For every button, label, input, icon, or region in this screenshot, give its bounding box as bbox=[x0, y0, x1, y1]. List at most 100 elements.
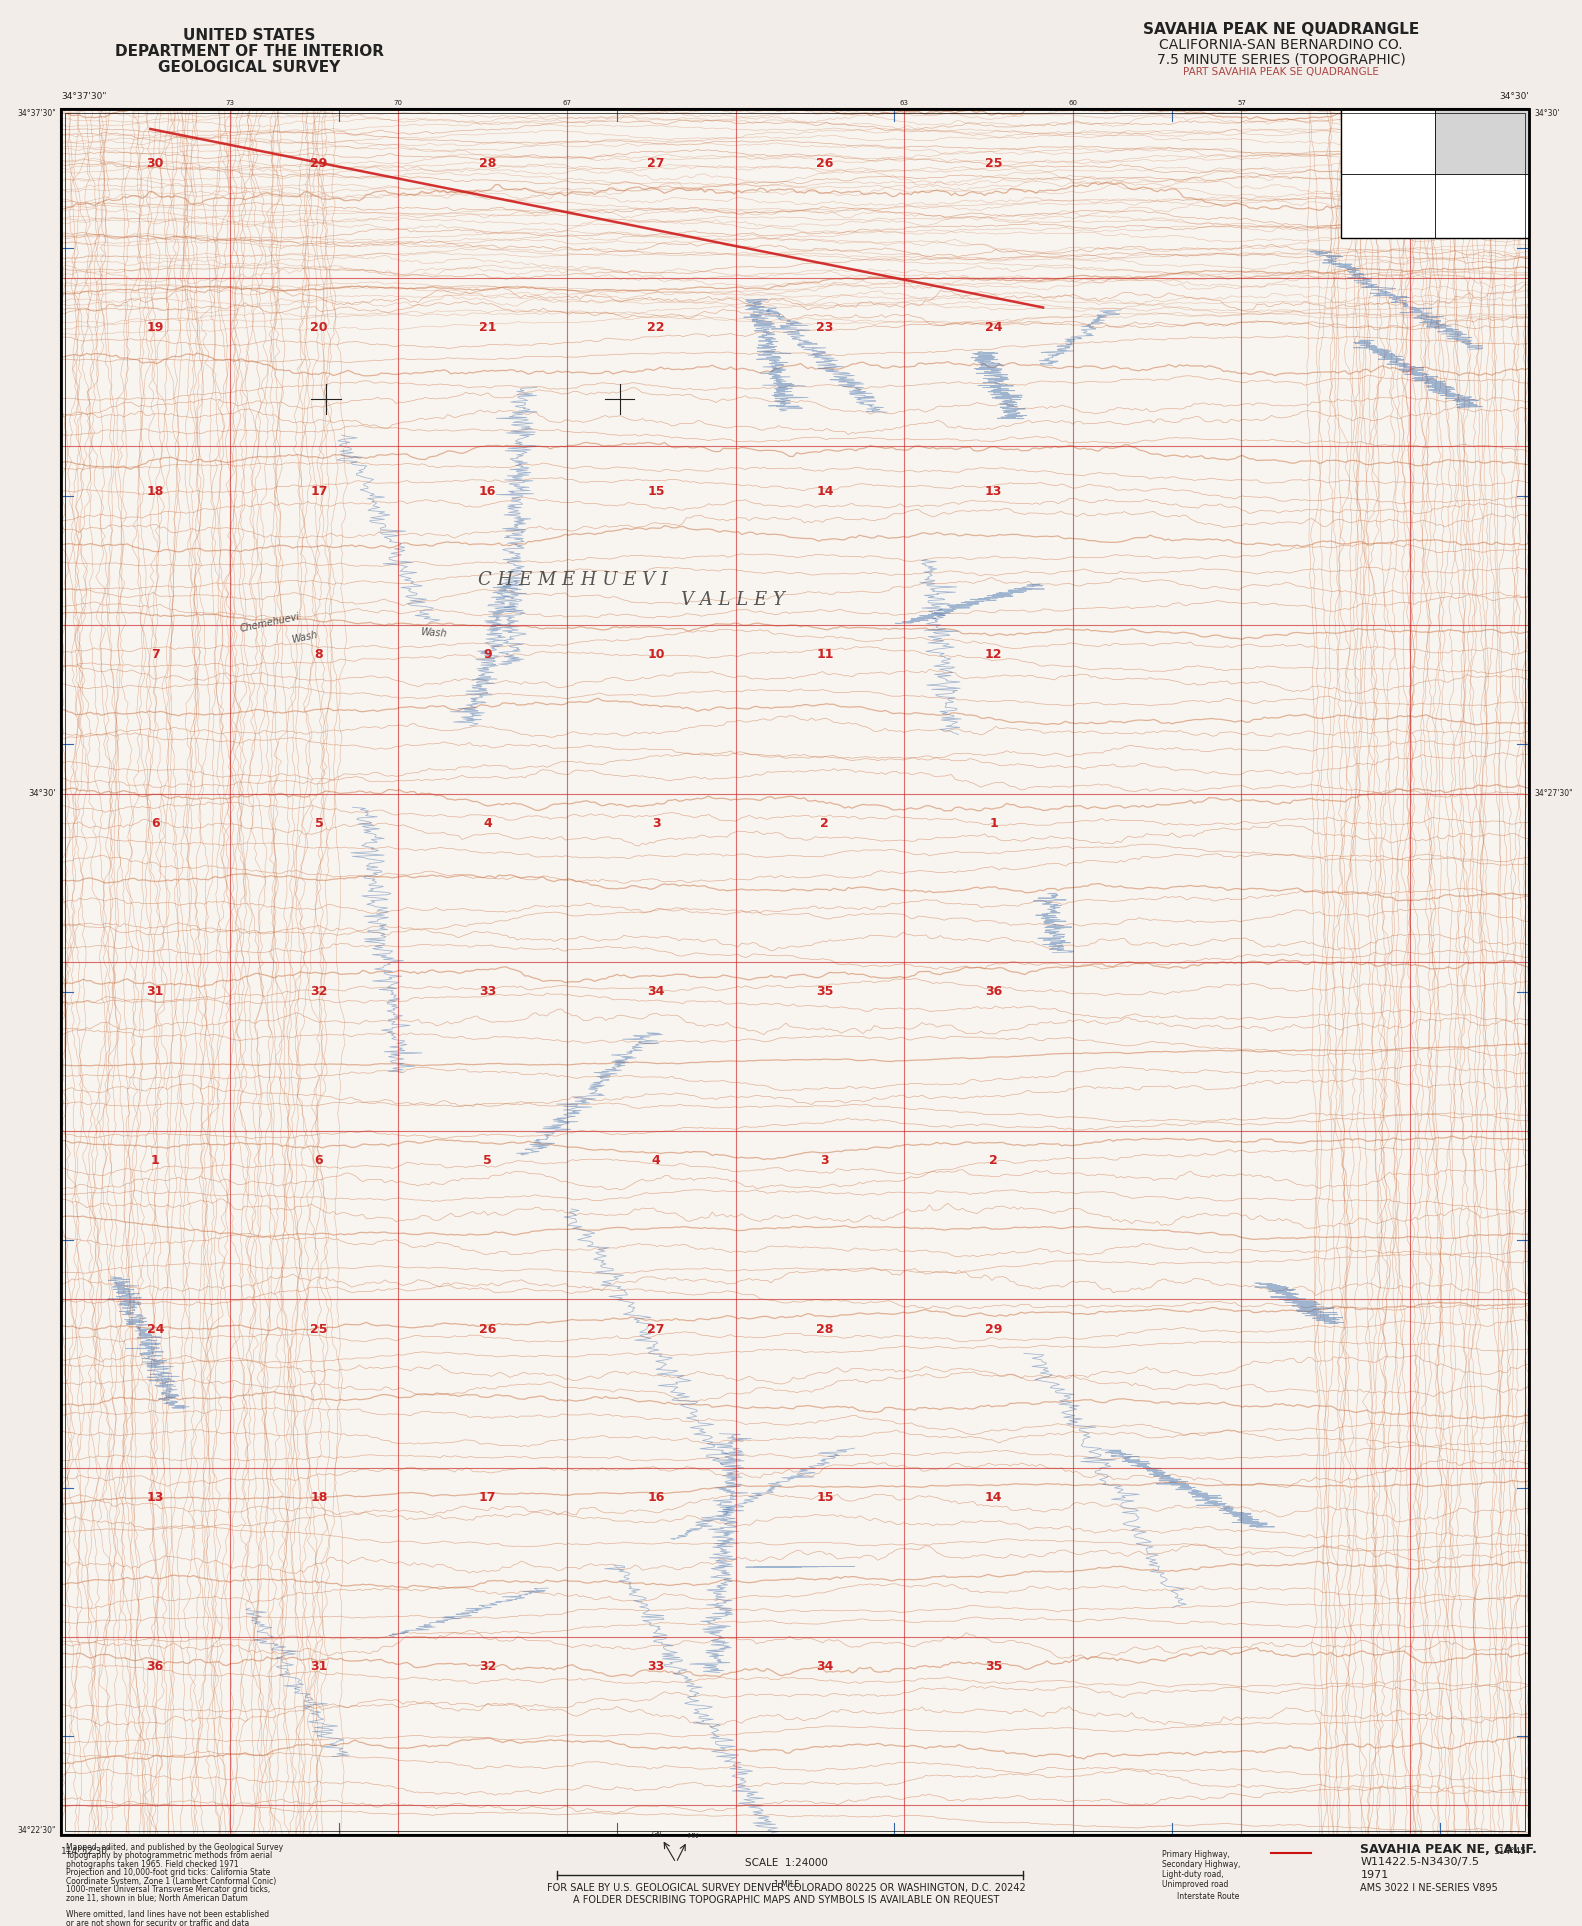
Text: 7.5 MINUTE SERIES (TOPOGRAPHIC): 7.5 MINUTE SERIES (TOPOGRAPHIC) bbox=[1156, 52, 1405, 67]
Text: AMS 3022 I NE-SERIES V895: AMS 3022 I NE-SERIES V895 bbox=[1361, 1884, 1498, 1893]
Text: 25: 25 bbox=[984, 158, 1003, 169]
Text: 35: 35 bbox=[816, 986, 834, 998]
Text: PART SAVAHIA PEAK SE QUADRANGLE: PART SAVAHIA PEAK SE QUADRANGLE bbox=[1183, 67, 1380, 77]
Text: 5: 5 bbox=[483, 1154, 492, 1167]
Text: 34°37'30": 34°37'30" bbox=[17, 110, 55, 117]
Text: 70: 70 bbox=[394, 100, 403, 106]
Text: 25: 25 bbox=[310, 1323, 327, 1337]
Text: 33: 33 bbox=[647, 1660, 664, 1674]
Text: 28: 28 bbox=[816, 1323, 834, 1337]
Text: Topography by photogrammetric methods from aerial: Topography by photogrammetric methods fr… bbox=[66, 1851, 272, 1861]
Text: 1: 1 bbox=[989, 817, 998, 830]
Text: 2: 2 bbox=[821, 817, 829, 830]
Text: 114°52'30": 114°52'30" bbox=[62, 1847, 112, 1857]
Text: UNITED STATES: UNITED STATES bbox=[184, 27, 316, 42]
Text: 24: 24 bbox=[147, 1323, 165, 1337]
Text: Unimproved road: Unimproved road bbox=[1163, 1880, 1229, 1889]
Text: 9: 9 bbox=[483, 649, 492, 661]
Text: C H E M E H U E V I: C H E M E H U E V I bbox=[478, 572, 668, 589]
Text: 11: 11 bbox=[816, 649, 834, 661]
Text: 67: 67 bbox=[563, 100, 571, 106]
Text: 57: 57 bbox=[1237, 100, 1247, 106]
Bar bbox=[1435, 110, 1530, 173]
Text: 14: 14 bbox=[816, 485, 834, 497]
Text: 31: 31 bbox=[147, 986, 165, 998]
Text: Primary Highway,: Primary Highway, bbox=[1163, 1851, 1229, 1859]
Text: 20: 20 bbox=[310, 322, 327, 333]
Text: W11422.5-N3430/7.5: W11422.5-N3430/7.5 bbox=[1361, 1857, 1479, 1866]
Text: 21: 21 bbox=[479, 322, 497, 333]
Text: photographs taken 1965. Field checked 1971: photographs taken 1965. Field checked 19… bbox=[66, 1861, 239, 1868]
Text: 4: 4 bbox=[652, 1154, 661, 1167]
Text: 24: 24 bbox=[984, 322, 1003, 333]
Text: or are not shown for security or traffic and data: or are not shown for security or traffic… bbox=[66, 1918, 250, 1926]
Text: 36: 36 bbox=[147, 1660, 165, 1674]
Text: 10: 10 bbox=[647, 649, 664, 661]
Text: 17: 17 bbox=[310, 485, 327, 497]
Text: 31: 31 bbox=[310, 1660, 327, 1674]
Text: SAVAHIA PEAK NE, CALIF.: SAVAHIA PEAK NE, CALIF. bbox=[1361, 1843, 1538, 1857]
Text: 34°30': 34°30' bbox=[1500, 92, 1530, 102]
Text: MN: MN bbox=[687, 1834, 699, 1839]
Text: 73: 73 bbox=[225, 100, 234, 106]
Text: 15: 15 bbox=[647, 485, 664, 497]
Text: Where omitted, land lines have not been established: Where omitted, land lines have not been … bbox=[66, 1911, 269, 1920]
Text: Mapped, edited, and published by the Geological Survey: Mapped, edited, and published by the Geo… bbox=[66, 1843, 283, 1853]
Text: 26: 26 bbox=[816, 158, 834, 169]
Text: DEPARTMENT OF THE INTERIOR: DEPARTMENT OF THE INTERIOR bbox=[115, 44, 384, 58]
Text: 7: 7 bbox=[150, 649, 160, 661]
Text: 36: 36 bbox=[986, 986, 1001, 998]
Text: 34°27'30": 34°27'30" bbox=[1535, 790, 1573, 797]
Text: 22: 22 bbox=[647, 322, 664, 333]
Text: 3: 3 bbox=[821, 1154, 829, 1167]
Text: 1: 1 bbox=[150, 1154, 160, 1167]
Text: SCALE  1:24000: SCALE 1:24000 bbox=[745, 1859, 827, 1868]
Text: 35: 35 bbox=[984, 1660, 1001, 1674]
Text: Wash: Wash bbox=[290, 630, 318, 645]
Text: 34°22'30": 34°22'30" bbox=[17, 1826, 55, 1835]
Text: 26: 26 bbox=[479, 1323, 497, 1337]
Text: 27: 27 bbox=[647, 1323, 664, 1337]
Text: Interstate Route: Interstate Route bbox=[1177, 1891, 1239, 1901]
Text: 13: 13 bbox=[984, 485, 1001, 497]
Text: 8: 8 bbox=[315, 649, 323, 661]
Text: 6: 6 bbox=[150, 817, 160, 830]
Text: Coordinate System, Zone 1 (Lambert Conformal Conic): Coordinate System, Zone 1 (Lambert Confo… bbox=[66, 1876, 277, 1886]
Text: 34°37'30": 34°37'30" bbox=[62, 92, 106, 102]
Text: 32: 32 bbox=[310, 986, 327, 998]
Text: Secondary Highway,: Secondary Highway, bbox=[1163, 1861, 1240, 1868]
Text: 15: 15 bbox=[816, 1491, 834, 1504]
Text: 16: 16 bbox=[647, 1491, 664, 1504]
Text: Chemehuevi: Chemehuevi bbox=[239, 612, 301, 634]
Text: 33: 33 bbox=[479, 986, 497, 998]
Text: 13: 13 bbox=[147, 1491, 165, 1504]
Text: FOR SALE BY U.S. GEOLOGICAL SURVEY DENVER COLORADO 80225 OR WASHINGTON, D.C. 202: FOR SALE BY U.S. GEOLOGICAL SURVEY DENVE… bbox=[547, 1884, 1025, 1893]
Bar bbox=[1340, 110, 1530, 239]
Text: 17: 17 bbox=[479, 1491, 497, 1504]
Text: A FOLDER DESCRIBING TOPOGRAPHIC MAPS AND SYMBOLS IS AVAILABLE ON REQUEST: A FOLDER DESCRIBING TOPOGRAPHIC MAPS AND… bbox=[573, 1895, 1000, 1905]
Text: 16: 16 bbox=[479, 485, 497, 497]
Text: CALIFORNIA-SAN BERNARDINO CO.: CALIFORNIA-SAN BERNARDINO CO. bbox=[1160, 39, 1403, 52]
Text: 34°30': 34°30' bbox=[1535, 110, 1560, 117]
Text: 114°45': 114°45' bbox=[1493, 1847, 1530, 1857]
Text: 18: 18 bbox=[147, 485, 165, 497]
Text: zone 11, shown in blue; North American Datum: zone 11, shown in blue; North American D… bbox=[66, 1893, 248, 1903]
Text: 4: 4 bbox=[483, 817, 492, 830]
Text: 63: 63 bbox=[900, 100, 908, 106]
Text: 27: 27 bbox=[647, 158, 664, 169]
Text: V A L L E Y: V A L L E Y bbox=[680, 591, 785, 609]
Text: 34°30': 34°30' bbox=[28, 790, 55, 797]
Text: 5: 5 bbox=[315, 817, 323, 830]
Text: 30: 30 bbox=[147, 158, 165, 169]
Text: 28: 28 bbox=[479, 158, 497, 169]
Text: GN: GN bbox=[652, 1832, 663, 1837]
Text: 34: 34 bbox=[816, 1660, 834, 1674]
Text: 34: 34 bbox=[647, 986, 664, 998]
Text: Projection and 10,000-foot grid ticks: California State: Projection and 10,000-foot grid ticks: C… bbox=[66, 1868, 271, 1878]
Text: GEOLOGICAL SURVEY: GEOLOGICAL SURVEY bbox=[158, 60, 340, 75]
Text: SAVAHIA PEAK NE QUADRANGLE: SAVAHIA PEAK NE QUADRANGLE bbox=[1144, 21, 1419, 37]
Text: 19: 19 bbox=[147, 322, 165, 333]
Text: Wash: Wash bbox=[419, 628, 446, 639]
Text: 29: 29 bbox=[310, 158, 327, 169]
Text: 18: 18 bbox=[310, 1491, 327, 1504]
